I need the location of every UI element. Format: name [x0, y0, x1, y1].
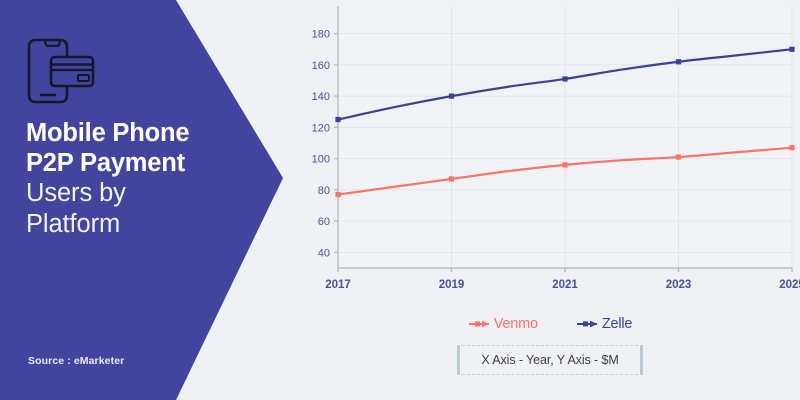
- y-tick-label-0: 40: [318, 247, 330, 259]
- title-line-2: P2P Payment: [26, 149, 185, 177]
- line-chart: 40 60 80 100 120 140 160 180 2017 2019 2021 2023 202…: [312, 6, 800, 291]
- y-tick-label-4: 120: [312, 122, 330, 134]
- legend-marker-venmo: [468, 320, 489, 328]
- title-line-3: Users by: [26, 179, 126, 207]
- datapoint-zelle-2017: [335, 116, 341, 123]
- y-tick-label-3: 100: [312, 154, 330, 166]
- phone-with-credit-card-icon: [22, 32, 100, 110]
- panel-content: Mobile Phone P2P Payment Users by Platfo…: [0, 0, 260, 400]
- legend-item-zelle[interactable]: Zelle: [576, 316, 632, 332]
- x-tick-label-4: 2025: [779, 279, 800, 291]
- axis-note: X Axis - Year, Y Axis - $M: [457, 345, 643, 375]
- legend-item-venmo[interactable]: Venmo: [468, 316, 538, 332]
- datapoint-venmo-2017: [335, 191, 341, 198]
- datapoint-zelle-2023: [675, 59, 682, 65]
- chart-area: 40 60 80 100 120 140 160 180 2017 2019 2021 2023 202…: [300, 0, 800, 400]
- axis-note-container: X Axis - Year, Y Axis - $M: [300, 345, 800, 375]
- datapoint-venmo-2025: [789, 145, 795, 151]
- y-tick-label-7: 180: [312, 29, 330, 41]
- y-tick-label-1: 60: [318, 216, 330, 228]
- page-title: Mobile Phone P2P Payment Users by Platfo…: [26, 118, 256, 240]
- x-tick-label-1: 2019: [439, 279, 465, 291]
- x-tick-label-3: 2023: [666, 279, 692, 291]
- y-tick-label-2: 80: [318, 185, 330, 197]
- chart-legend: Venmo Zelle: [300, 310, 800, 338]
- y-tick-label-6: 160: [312, 60, 330, 72]
- title-line-1: Mobile Phone: [26, 119, 190, 147]
- x-tick-label-0: 2017: [325, 279, 351, 291]
- y-tick-label-5: 140: [312, 91, 330, 103]
- title-line-4: Platform: [26, 210, 121, 238]
- source-label: Source : eMarketer: [28, 355, 125, 367]
- datapoint-venmo-2023: [675, 154, 682, 160]
- datapoint-zelle-2021: [562, 76, 568, 82]
- datapoint-venmo-2021: [562, 162, 568, 168]
- datapoint-venmo-2019: [448, 176, 455, 182]
- x-tick-label-2: 2021: [552, 279, 578, 291]
- datapoint-zelle-2025: [789, 46, 795, 52]
- datapoint-zelle-2019: [448, 93, 455, 99]
- legend-label-venmo: Venmo: [493, 316, 538, 332]
- legend-marker-zelle: [576, 320, 597, 328]
- legend-label-zelle: Zelle: [601, 316, 633, 332]
